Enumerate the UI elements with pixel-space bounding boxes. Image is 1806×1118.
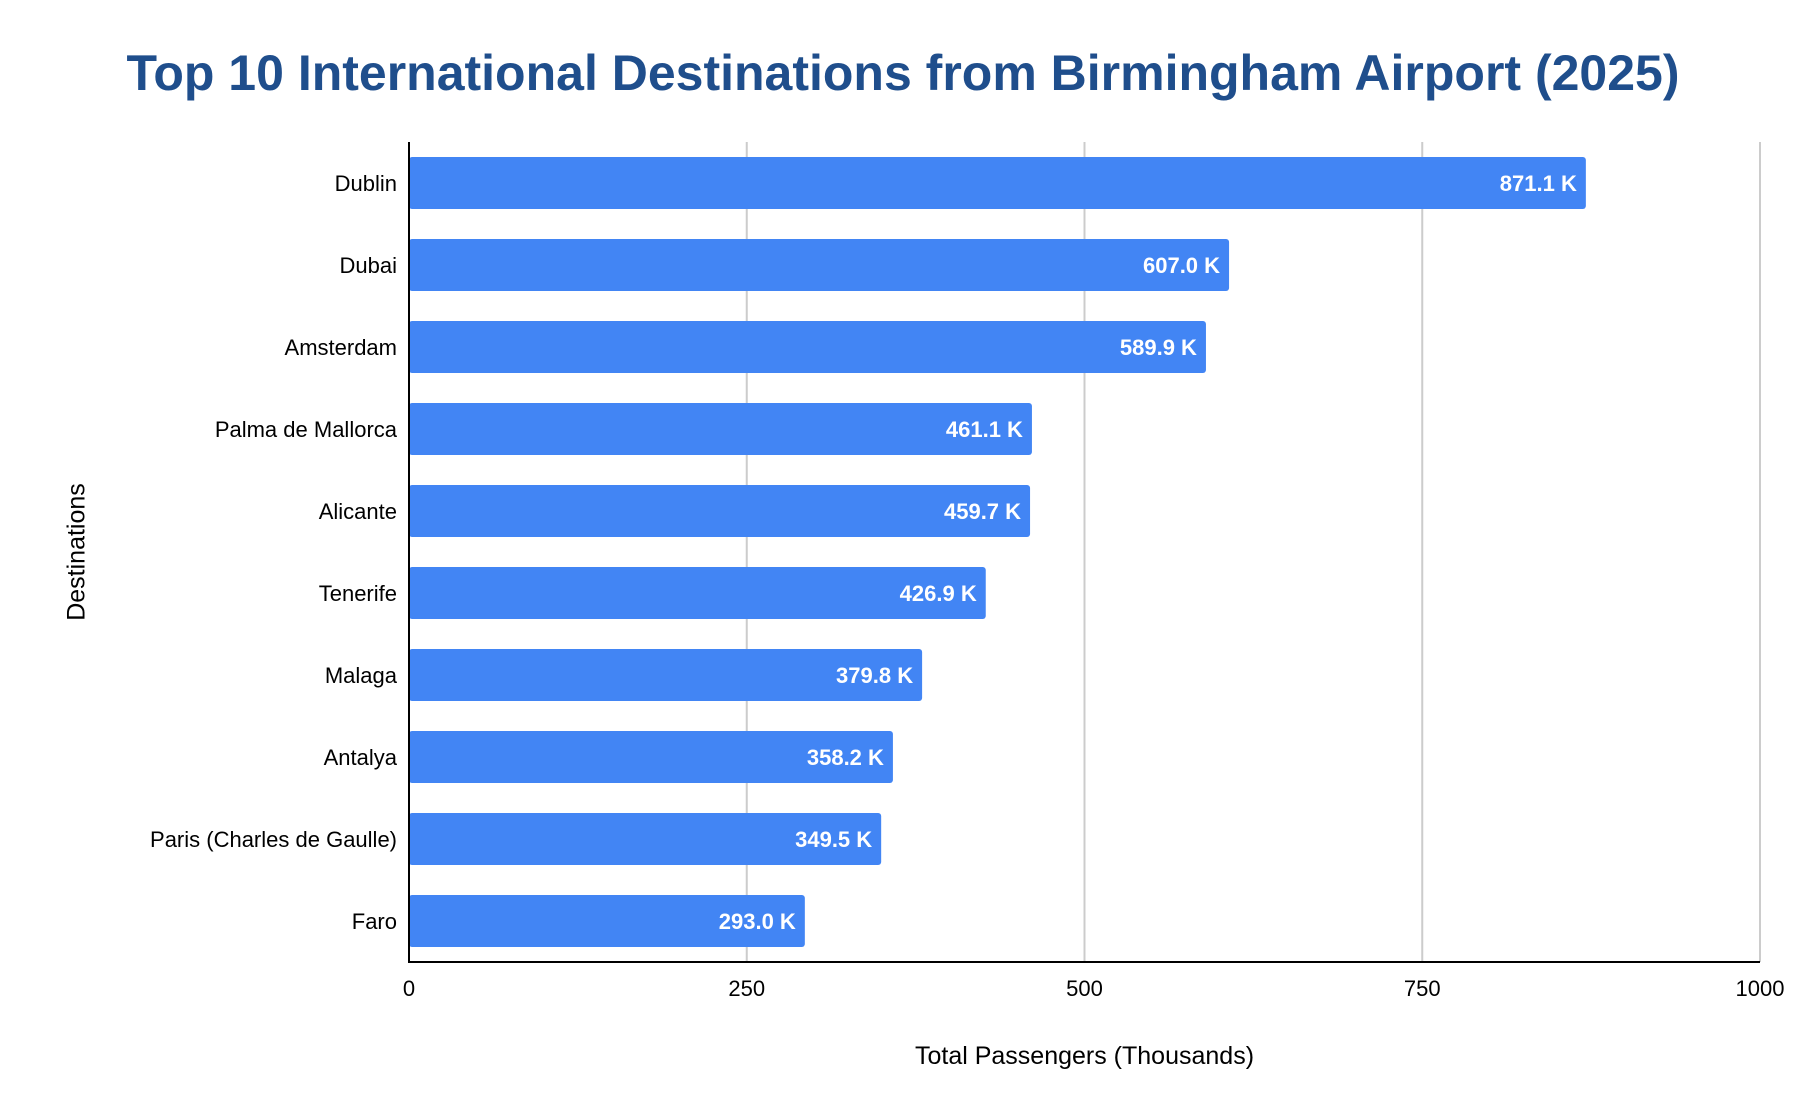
bar [409,567,986,619]
data-label: 461.1 K [946,417,1023,442]
data-label: 426.9 K [900,581,977,606]
y-tick-labels: Dublin Dubai Amsterdam Palma de Mallorca Ali… [150,171,398,934]
data-label: 871.1 K [1500,171,1577,196]
y-tick-label: Amsterdam [285,335,397,360]
bar [409,813,882,865]
data-label: 607.0 K [1143,253,1220,278]
x-tick-labels: 0 250 500 750 1000 [403,976,1785,1001]
bars [409,157,1586,947]
x-tick-label: 1000 [1736,976,1785,1001]
bar [409,239,1230,291]
y-tick-label: Malaga [325,663,398,688]
bar [409,157,1586,209]
bar [409,403,1032,455]
y-tick-label: Dublin [335,171,397,196]
data-label: 293.0 K [719,909,796,934]
data-label: 459.7 K [944,499,1021,524]
bar [409,649,923,701]
bar [409,485,1031,537]
y-tick-label: Dubai [340,253,397,278]
data-label: 589.9 K [1120,335,1197,360]
chart-title: Top 10 International Destinations from B… [126,45,1680,101]
x-tick-label: 0 [403,976,415,1001]
bar [409,731,893,783]
x-tick-label: 250 [728,976,765,1001]
data-label: 349.5 K [795,827,872,852]
data-label: 379.8 K [836,663,913,688]
y-tick-label: Palma de Mallorca [215,417,398,442]
y-tick-label: Alicante [319,499,397,524]
data-labels: 871.1 K 607.0 K 589.9 K 461.1 K 459.7 K 426.9… [719,171,1577,934]
y-tick-label: Faro [352,909,397,934]
y-axis-title: Destinations [63,483,91,621]
x-tick-label: 750 [1404,976,1441,1001]
bar [409,321,1206,373]
y-tick-label: Antalya [324,745,398,770]
bar [409,895,805,947]
y-tick-label: Paris (Charles de Gaulle) [150,827,397,852]
y-tick-label: Tenerife [319,581,397,606]
x-axis-title: Total Passengers (Thousands) [915,1042,1254,1070]
data-label: 358.2 K [807,745,884,770]
x-tick-label: 500 [1066,976,1103,1001]
